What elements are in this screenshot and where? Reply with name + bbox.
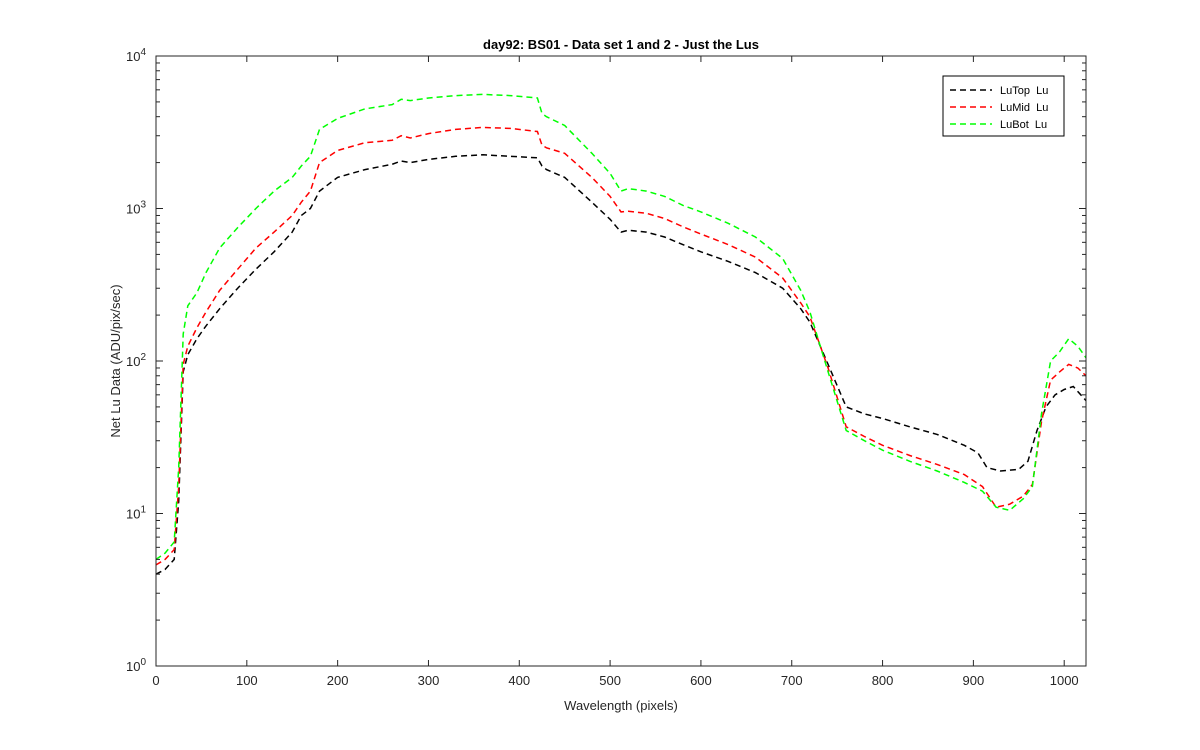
x-tick-label: 200 bbox=[327, 673, 349, 688]
y-tick-label: 102 bbox=[126, 352, 146, 369]
y-tick-label: 104 bbox=[126, 47, 146, 64]
legend-label-lubot: LuBot Lu bbox=[1000, 119, 1047, 131]
x-tick-label: 100 bbox=[236, 673, 258, 688]
legend-label-lumid: LuMid Lu bbox=[1000, 102, 1048, 114]
x-tick-label: 900 bbox=[963, 673, 985, 688]
plot-area bbox=[156, 56, 1086, 666]
legend-label-lutop: LuTop Lu bbox=[1000, 85, 1048, 97]
x-tick-label: 600 bbox=[690, 673, 712, 688]
x-tick-label: 800 bbox=[872, 673, 894, 688]
x-tick-label: 300 bbox=[418, 673, 440, 688]
series-line-0 bbox=[155, 154, 1087, 575]
legend-box bbox=[942, 75, 1065, 137]
x-tick-label: 500 bbox=[599, 673, 621, 688]
series-line-2 bbox=[155, 93, 1087, 561]
axes-layer: 0 100 200 300 400 500 600 700 800 900 1000 100 101 10… bbox=[126, 47, 1087, 688]
y-tick-label: 100 bbox=[126, 657, 146, 674]
chart-title: day92: BS01 - Data set 1 and 2 - Just th… bbox=[483, 37, 759, 52]
y-axis-label: Net Lu Data (ADU/pix/sec) bbox=[108, 284, 123, 437]
x-axis-label: Wavelength (pixels) bbox=[564, 698, 678, 713]
legend: LuTop Lu LuMid Lu LuBot Lu bbox=[942, 75, 1065, 137]
series-layer bbox=[155, 93, 1087, 575]
x-tick-label: 700 bbox=[781, 673, 803, 688]
x-tick-label: 400 bbox=[508, 673, 530, 688]
series-line-1 bbox=[155, 126, 1087, 566]
x-tick-label: 1000 bbox=[1050, 673, 1079, 688]
x-tick-label: 0 bbox=[152, 673, 159, 688]
y-tick-label: 103 bbox=[126, 200, 146, 217]
y-tick-label: 101 bbox=[126, 505, 146, 522]
